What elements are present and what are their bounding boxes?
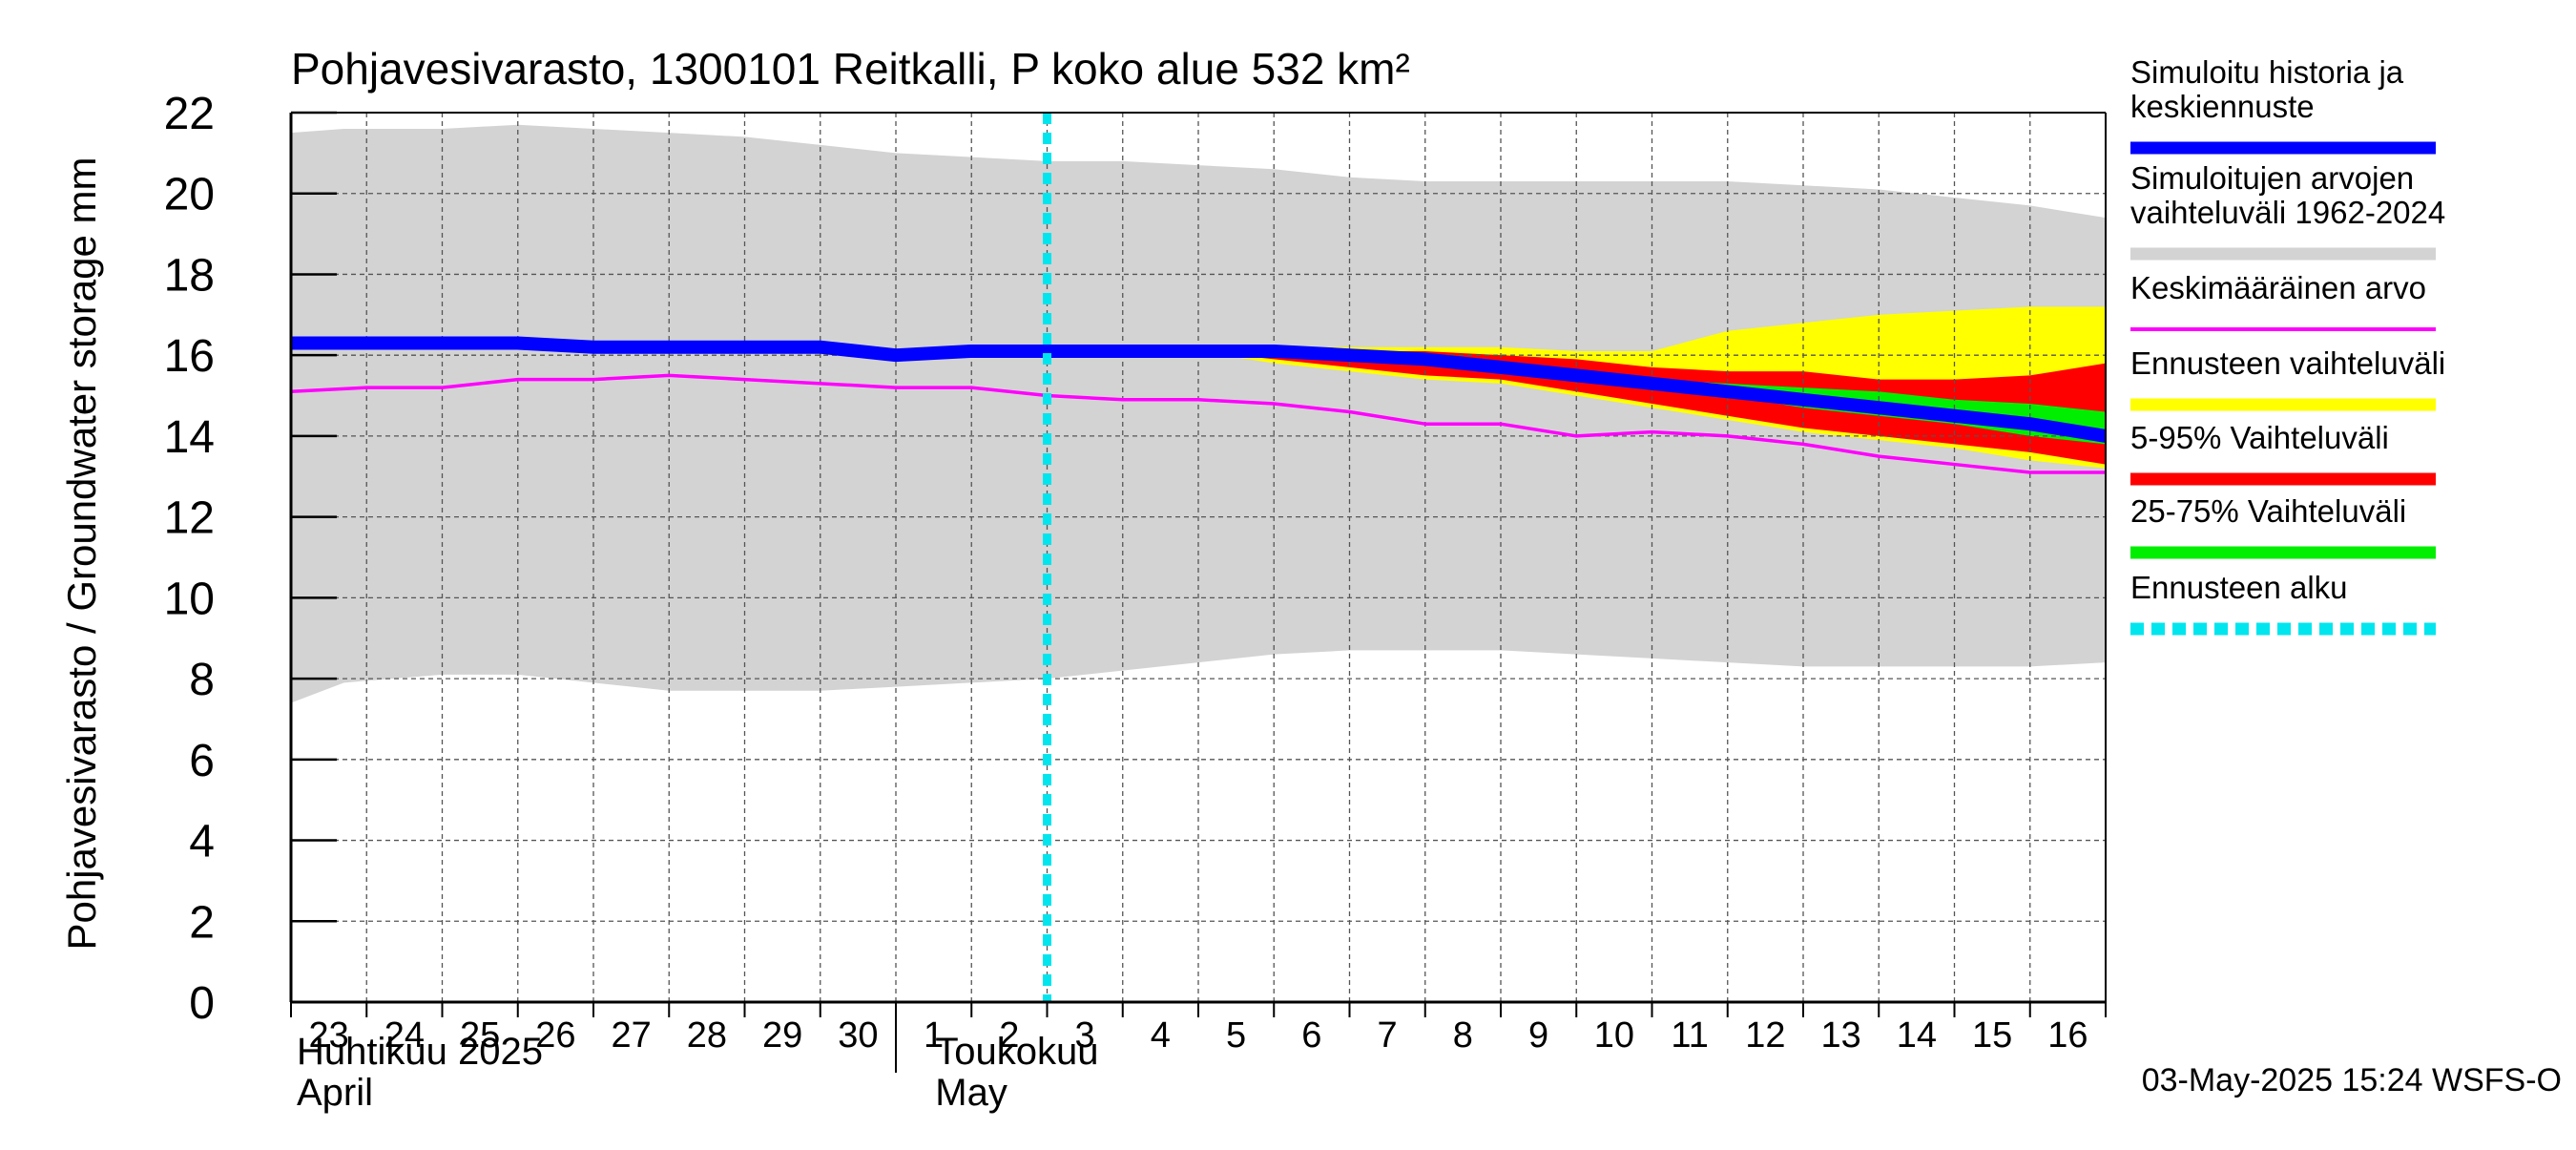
y-tick-label: 10 xyxy=(164,574,215,624)
legend-label: Keskimääräinen arvo xyxy=(2130,270,2426,305)
x-tick-label: 6 xyxy=(1301,1015,1321,1056)
x-tick-label: 26 xyxy=(535,1015,575,1056)
y-tick-label: 0 xyxy=(189,978,215,1029)
legend-entry: Keskimääräinen arvo xyxy=(2130,270,2436,331)
x-tick-label: 29 xyxy=(762,1015,802,1056)
timestamp-footer: 03-May-2025 15:24 WSFS-O xyxy=(2142,1062,2562,1098)
line-layer xyxy=(290,113,2108,1002)
x-tick-label: 3 xyxy=(1075,1015,1095,1056)
band-series-3 xyxy=(1198,350,2106,445)
x-tick-label: 12 xyxy=(1745,1015,1785,1056)
legend-label: keskiennuste xyxy=(2130,89,2315,124)
y-axis-label: Pohjavesivarasto / Groundwater storage m… xyxy=(59,157,104,950)
x-tick-label: 25 xyxy=(460,1015,500,1056)
x-tick-label: 4 xyxy=(1151,1015,1171,1056)
legend-entry: Ennusteen vaihteluväli xyxy=(2130,345,2445,411)
x-tick-label: 7 xyxy=(1378,1015,1398,1056)
y-tick-label: 8 xyxy=(189,655,215,705)
month-label-fi: Toukokuu xyxy=(935,1031,1098,1073)
legend-label: Simuloitu historia ja xyxy=(2130,54,2404,90)
month-label-en: April xyxy=(297,1072,373,1114)
legend-entry: 25-75% Vaihteluväli xyxy=(2130,493,2436,559)
legend-label: Ennusteen alku xyxy=(2130,570,2348,605)
x-tick-label: 13 xyxy=(1820,1015,1860,1056)
y-tick-label: 14 xyxy=(164,412,215,463)
legend-label: 25-75% Vaihteluväli xyxy=(2130,493,2406,529)
legend-label: vaihteluväli 1962-2024 xyxy=(2130,195,2445,230)
x-tick-label: 30 xyxy=(838,1015,878,1056)
y-tick-label: 12 xyxy=(164,493,215,544)
chart-title: Pohjavesivarasto, 1300101 Reitkalli, P k… xyxy=(291,44,1410,94)
x-tick-label: 5 xyxy=(1226,1015,1246,1056)
y-tick-label: 16 xyxy=(164,331,215,382)
x-tick-label: 27 xyxy=(611,1015,651,1056)
x-tick-label: 8 xyxy=(1453,1015,1473,1056)
legend-label: Simuloitujen arvojen xyxy=(2130,160,2414,196)
y-tick-label: 6 xyxy=(189,736,215,786)
series-line-5 xyxy=(291,336,2108,443)
x-tick-label: 1 xyxy=(924,1015,944,1056)
legend-entry: 5-95% Vaihteluväli xyxy=(2130,420,2436,486)
month-label-fi: Huhtikuu 2025 xyxy=(297,1031,543,1073)
x-tick-label: 9 xyxy=(1528,1015,1548,1056)
x-tick-label: 11 xyxy=(1671,1015,1708,1056)
legend-label: 5-95% Vaihteluväli xyxy=(2130,420,2389,455)
y-tick-label: 20 xyxy=(164,170,215,220)
legend: Simuloitu historia jakeskiennusteSimuloi… xyxy=(2130,54,2445,636)
y-tick-label: 22 xyxy=(164,89,215,139)
x-tick-label: 23 xyxy=(308,1015,348,1056)
y-tick-label: 2 xyxy=(189,897,215,948)
legend-entry: Ennusteen alku xyxy=(2130,570,2436,636)
x-tick-label: 10 xyxy=(1594,1015,1634,1056)
series-line-4 xyxy=(290,373,2106,474)
x-tick-label: 2 xyxy=(999,1015,1019,1056)
x-tick-label: 15 xyxy=(1972,1015,2012,1056)
y-tick-label: 18 xyxy=(164,250,215,301)
x-tick-label: 28 xyxy=(687,1015,727,1056)
x-tick-label: 24 xyxy=(384,1015,425,1056)
legend-label: Ennusteen vaihteluväli xyxy=(2130,345,2445,381)
x-tick-label: 14 xyxy=(1897,1015,1937,1056)
month-label-en: May xyxy=(935,1072,1008,1114)
y-tick-label: 4 xyxy=(189,817,215,868)
x-tick-label: 16 xyxy=(2047,1015,2088,1056)
